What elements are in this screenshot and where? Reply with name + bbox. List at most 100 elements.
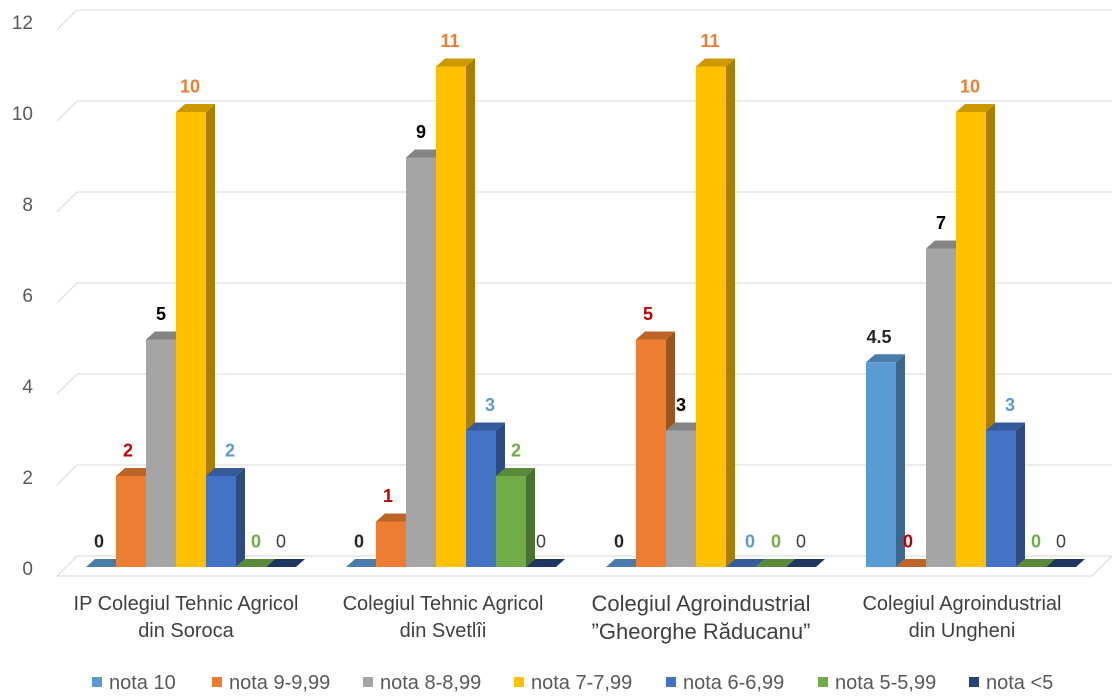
legend-label: nota <5 [986,672,1054,694]
bar-front-face [146,339,176,567]
data-label: 0 [1031,532,1041,552]
legend-swatch [514,677,524,687]
category-label-line: Colegiul Tehnic Agricol [342,593,544,615]
bar-top-face [496,468,535,476]
bar-front-face [406,157,436,567]
bar-side-face [1016,422,1025,567]
data-label: 3 [676,395,686,415]
data-label: 0 [354,532,364,552]
bar-top-face [266,559,305,567]
bar-top-face [786,559,825,567]
data-label: 4.5 [866,327,891,347]
bar [756,559,795,567]
bar [496,468,535,567]
data-label: 0 [614,532,624,552]
bar-top-face [86,559,125,567]
bar-front-face [176,112,206,567]
data-label: 0 [771,532,781,552]
legend-label: nota 9-9,99 [229,672,331,694]
bar-side-face [896,354,905,567]
bar-top-face [926,240,965,249]
data-label: 2 [123,441,133,461]
bars [86,58,1085,568]
y-tick-label: 12 [11,13,33,34]
legend-swatch [969,677,979,687]
y-tick-label: 2 [22,468,33,489]
bar-top-face [206,468,245,476]
data-label: 7 [936,213,946,233]
bar [866,354,905,568]
legend-item: nota 5-5,99 [818,672,936,694]
legend-item: nota 7-7,99 [514,672,632,694]
bar-top-face [666,422,705,431]
legend-item: nota <5 [969,672,1053,694]
y-tick-label: 8 [22,195,33,216]
legend-label: nota 5-5,99 [835,672,937,694]
bar [206,468,245,567]
bar-side-face [726,58,735,567]
category-label: Colegiul Agroindustrial ”Gheorghe Răduca… [551,590,851,646]
bar [86,559,125,567]
legend-label: nota 6-6,99 [683,672,785,694]
data-label: 0 [796,532,806,552]
bar-top-face [866,354,905,363]
bar-top-face [526,559,565,567]
y-tick-label: 0 [22,559,33,580]
legend-item: nota 6-6,99 [666,672,784,694]
data-label: 11 [440,31,459,51]
data-label: 3 [1005,395,1015,415]
data-label: 0 [94,532,104,552]
bar [1016,559,1055,567]
bar-top-face [466,422,505,431]
side-wall-gridline [56,555,78,577]
bar-top-face [436,58,475,67]
bar-top-face [986,422,1025,431]
bar [266,559,305,567]
side-wall-gridline [56,100,78,122]
bar-top-face [116,468,155,476]
data-label: 0 [1056,532,1066,552]
legend-swatch [212,677,222,687]
legend-label: nota 10 [109,672,176,694]
bar [606,559,645,567]
bar-front-face [636,339,666,567]
bar-top-face [1016,559,1055,567]
bar-top-face [696,58,735,67]
legend-item: nota 9-9,99 [212,672,330,694]
bar-top-face [376,513,415,522]
data-label: 11 [700,31,719,51]
legend-label: nota 8-8,99 [380,672,482,694]
bar-front-face [496,476,526,567]
bar-front-face [696,66,726,567]
bar-top-face [956,104,995,112]
bar [346,559,385,567]
category-label-line: ”Gheorghe Răducanu” [591,619,811,644]
bar [696,58,735,567]
data-label: 5 [643,304,653,324]
data-label: 1 [383,486,393,506]
data-label: 0 [276,532,286,552]
legend-swatch [92,677,102,687]
bar-top-face [346,559,385,567]
bar-top-face [726,559,765,567]
legend-item: nota 8-8,99 [363,672,481,694]
category-label-line: Colegiul Agroindustrial [591,591,811,616]
bar [176,104,215,567]
bar-top-face [636,331,675,340]
bar [896,559,935,567]
bar-top-face [146,331,185,340]
y-tick-label: 4 [22,377,33,398]
legend-swatch [818,677,828,687]
category-label-line: din Soroca [138,620,234,642]
bar-top-face [176,104,215,112]
bar [526,559,565,567]
side-wall-gridline [56,282,78,304]
legend-swatch [666,677,676,687]
bar-front-face [436,66,466,567]
bar-side-face [236,468,245,567]
bar-top-face [236,559,275,567]
data-label: 3 [485,395,495,415]
bar-side-face [206,104,215,567]
data-label: 2 [511,441,521,461]
bar-side-face [526,468,535,567]
